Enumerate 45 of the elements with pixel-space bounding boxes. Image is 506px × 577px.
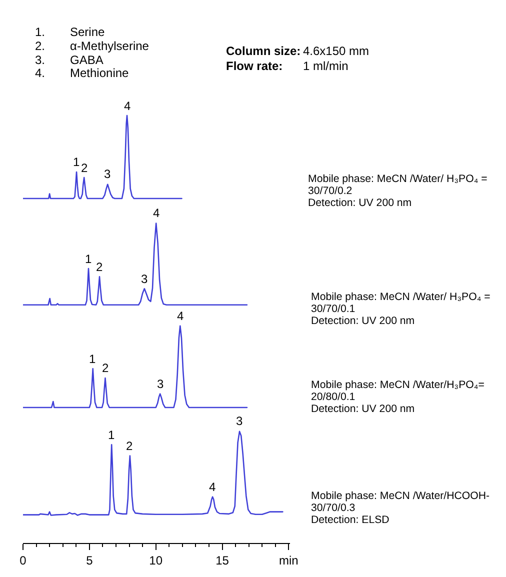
annotation: 2 [81, 161, 88, 175]
text: 4. [35, 66, 46, 80]
x-tick-label: 0 [20, 553, 27, 568]
x-tick-label: min [279, 553, 298, 568]
annotation: 2 [96, 260, 103, 274]
text: 1 ml/min [303, 59, 348, 73]
text: Mobile phase: MeCN /Water/ H₃PO₄ = [308, 172, 488, 186]
text: 4.6x150 mm [303, 44, 370, 58]
x-tick-label: 5 [86, 553, 94, 568]
x-tick-label: 10 [149, 553, 163, 568]
annotation: 3 [236, 414, 243, 428]
text: Mobile phase: MeCN /Water/H₃PO₄= [311, 378, 484, 392]
text: Mobile phase: MeCN /Water/ H₃PO₄ = [311, 290, 490, 304]
annotation: 2 [126, 439, 133, 453]
annotation: 3 [157, 377, 164, 391]
text: 3. [35, 52, 46, 66]
text: Detection: UV 200 nm [311, 314, 415, 328]
annotation: 1 [73, 155, 80, 169]
annotation: 1 [108, 428, 115, 442]
text: Detection: UV 200 nm [308, 196, 412, 210]
annotation: 2 [102, 361, 109, 375]
text: 30/70/0.3 [311, 502, 356, 514]
text: Detection: UV 200 nm [311, 402, 415, 416]
annotation: 4 [209, 480, 216, 494]
text: 30/70/0.2 [308, 184, 352, 198]
annotation: 1 [89, 352, 96, 366]
annotation: 1 [85, 252, 92, 266]
text: 20/80/0.1 [311, 390, 356, 404]
text: 2. [35, 38, 46, 53]
annotation: 4 [177, 309, 184, 323]
annotation: 4 [153, 206, 160, 220]
annotation: 3 [104, 167, 111, 181]
text: Mobile phase: MeCN /Water/HCOOH- [311, 490, 490, 502]
text: 1. [35, 24, 46, 39]
annotation: 3 [141, 272, 148, 286]
text: Flow rate: [226, 59, 283, 73]
text: Column size: [226, 44, 301, 58]
annotation: 4 [124, 99, 131, 113]
text: Methionine [70, 66, 129, 80]
text: α-Methylserine [70, 38, 149, 53]
x-tick-label: 15 [216, 553, 230, 568]
text: 30/70/0.1 [311, 302, 356, 316]
text: GABA [70, 52, 104, 66]
text: Detection: ELSD [311, 514, 390, 526]
text: Serine [70, 24, 105, 39]
